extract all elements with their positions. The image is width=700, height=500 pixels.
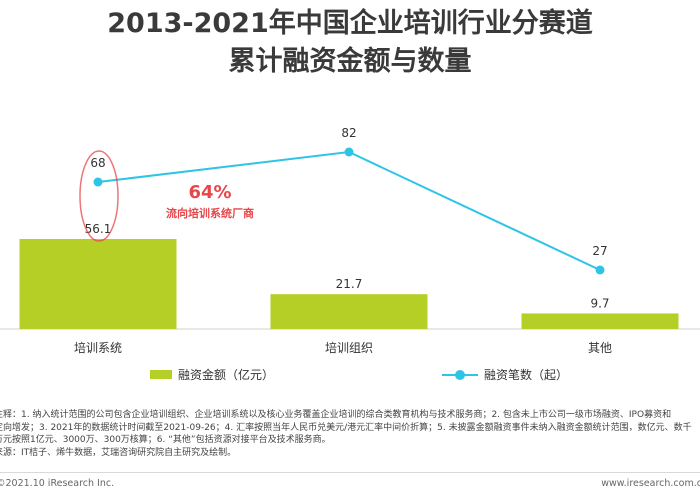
line-value-label: 82 <box>341 126 356 140</box>
highlight-ellipse <box>79 150 119 242</box>
annotation-text: 流向培训系统厂商 <box>166 206 254 220</box>
note-line: 定向增发；3. 2021年的数据统计时间截至2021-09-26；4. 汇率按照… <box>0 422 692 433</box>
legend-label-amount: 融资金额（亿元） <box>178 368 275 382</box>
line-point-2 <box>344 147 354 157</box>
legend-item-amount: 融资金额（亿元） <box>150 366 274 383</box>
bar-value-label: 21.7 <box>336 277 363 291</box>
line-value-label: 68 <box>90 156 105 170</box>
bar-2 <box>270 294 428 329</box>
line-point-3 <box>595 265 605 275</box>
note-line: 万元按照1亿元、3000万、300万核算；6. “其他”包括资源对接平台及技术服… <box>0 435 331 445</box>
footer-copyright: ©2021.10 iResearch Inc. <box>0 478 115 489</box>
chart-svg: 56.1 21.7 9.7 培训系统 培训组织 其他 68 82 27 64% 流向培训系统厂商 <box>0 126 700 355</box>
legend-line-swatch <box>442 369 478 380</box>
x-tick-label: 培训组织 <box>325 340 373 355</box>
bar-value-label: 9.7 <box>590 296 609 310</box>
bar-1 <box>19 239 177 329</box>
bar-value-label: 56.1 <box>85 222 112 236</box>
x-tick-label: 培训系统 <box>74 340 122 355</box>
line-value-label: 27 <box>592 244 607 258</box>
footer-website: www.iresearch.com.cn <box>601 478 700 489</box>
footer-divider <box>0 472 700 473</box>
chart-title-line1: 2013-2021年中国企业培训行业分赛道 <box>107 8 593 39</box>
note-line: 注释：1. 纳入统计范围的公司包含企业培训组织、企业培训系统以及核心业务覆盖企业… <box>0 410 672 420</box>
legend-item-count: 融资笔数（起） <box>442 366 568 383</box>
annotation-percent: 64% <box>188 182 231 203</box>
line-point-1 <box>93 177 103 187</box>
chart-notes: 注释：1. 纳入统计范围的公司包含企业培训组织、企业培训系统以及核心业务覆盖企业… <box>0 409 700 459</box>
chart-title-line2: 累计融资金额与数量 <box>228 46 472 77</box>
x-tick-label: 其他 <box>588 341 612 355</box>
bar-3 <box>521 313 679 329</box>
note-source: 来源：IT桔子、烯牛数据，艾瑞咨询研究院自主研究及绘制。 <box>0 447 237 458</box>
legend-bar-swatch <box>150 370 172 379</box>
legend-label-count: 融资笔数（起） <box>484 368 569 382</box>
